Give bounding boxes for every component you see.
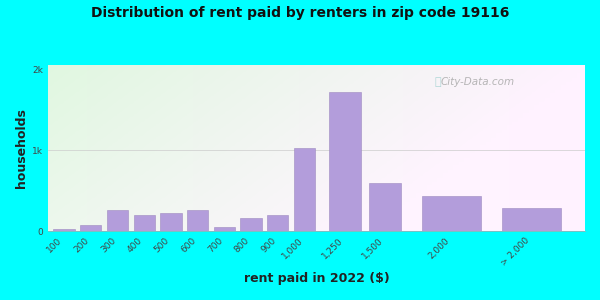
Bar: [294, 148, 315, 231]
Text: Ⓢ: Ⓢ: [434, 76, 440, 87]
X-axis label: rent paid in 2022 ($): rent paid in 2022 ($): [244, 272, 389, 285]
Bar: [267, 215, 289, 231]
Text: Distribution of rent paid by renters in zip code 19116: Distribution of rent paid by renters in …: [91, 6, 509, 20]
Bar: [80, 225, 101, 231]
Text: City-Data.com: City-Data.com: [440, 76, 515, 87]
Bar: [107, 210, 128, 231]
Bar: [329, 92, 361, 231]
Bar: [241, 218, 262, 231]
Bar: [53, 229, 75, 231]
Bar: [422, 196, 481, 231]
Bar: [368, 183, 401, 231]
Bar: [187, 210, 208, 231]
Bar: [214, 227, 235, 231]
Y-axis label: households: households: [15, 108, 28, 188]
Bar: [502, 208, 561, 231]
Bar: [160, 213, 182, 231]
Bar: [134, 215, 155, 231]
